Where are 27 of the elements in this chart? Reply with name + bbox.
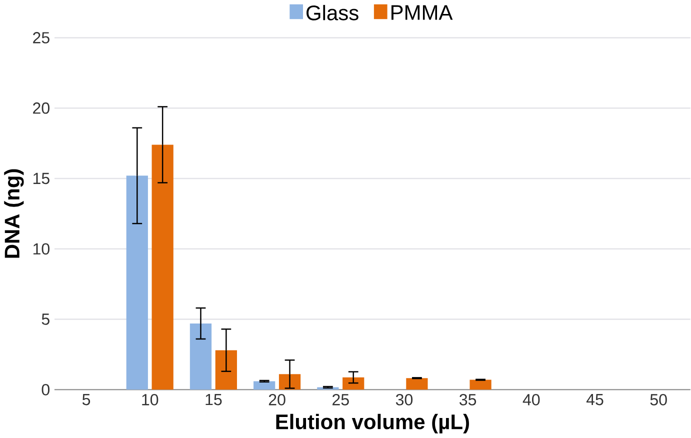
x-tick-label: 20 [268, 394, 286, 406]
bar [406, 378, 428, 390]
x-tick-label: 50 [650, 394, 667, 406]
x-tick-label: 10 [142, 394, 158, 406]
bar [254, 381, 276, 390]
bar [470, 380, 492, 390]
x-tick-label: 15 [206, 394, 222, 406]
y-tick-label: 20 [33, 102, 50, 114]
bar [190, 324, 212, 390]
x-tick-label: 45 [586, 394, 604, 406]
bar [152, 144, 174, 390]
x-tick-label: 40 [522, 394, 540, 406]
y-axis-title: DNA (ng) [4, 170, 24, 258]
legend-label: PMMA [391, 6, 453, 20]
x-tick-label: 30 [396, 394, 413, 406]
x-tick-label: 25 [332, 394, 349, 406]
x-axis-title: Elution volume (µL) [276, 414, 469, 434]
y-tick-label: 10 [33, 243, 50, 255]
bar [342, 378, 364, 390]
bar [126, 176, 148, 390]
legend-label: Glass [306, 5, 358, 21]
y-tick-label: 0 [42, 384, 50, 396]
x-tick-label: 35 [460, 394, 476, 406]
y-tick-label: 25 [33, 32, 50, 44]
y-tick-label: 5 [42, 314, 50, 326]
x-tick-label: 5 [82, 394, 90, 406]
y-tick-label: 15 [33, 173, 50, 184]
